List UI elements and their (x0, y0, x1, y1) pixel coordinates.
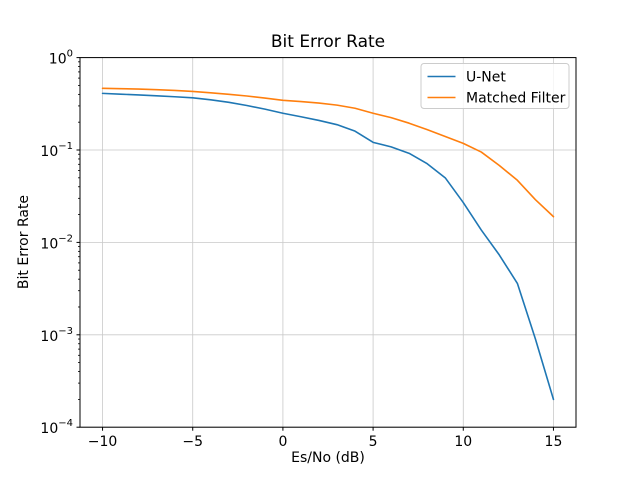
y-tick-label: 100 (49, 49, 73, 68)
series-line-matched-filter (101, 87, 555, 218)
x-tick-label: −10 (88, 434, 118, 450)
y-tick-label: 10−2 (40, 233, 73, 252)
y-axis-label: Bit Error Rate (16, 195, 32, 289)
legend-box (420, 63, 570, 109)
legend: U-Net Matched Filter (420, 63, 570, 109)
grid-layer (80, 57, 576, 428)
x-tick-label: 15 (545, 434, 563, 450)
x-tick-label: 5 (369, 434, 378, 450)
x-axis-label: Es/No (dB) (291, 450, 365, 466)
axes-layer: −10 −5 0 5 10 15 100 10−1 10−2 10−3 10−4 (40, 49, 577, 450)
x-tick-label: 10 (454, 434, 472, 450)
y-tick-label: 10−1 (40, 141, 73, 160)
x-tick-label: 0 (278, 434, 287, 450)
y-tick-label: 10−4 (40, 418, 73, 437)
legend-label: U-Net (466, 70, 506, 86)
x-tick-label: −5 (182, 434, 203, 450)
series-line-u-net (101, 92, 555, 401)
chart-title: Bit Error Rate (271, 32, 385, 52)
series-layer (101, 87, 555, 401)
y-tick-label: 10−3 (40, 326, 73, 345)
legend-label: Matched Filter (466, 91, 566, 107)
